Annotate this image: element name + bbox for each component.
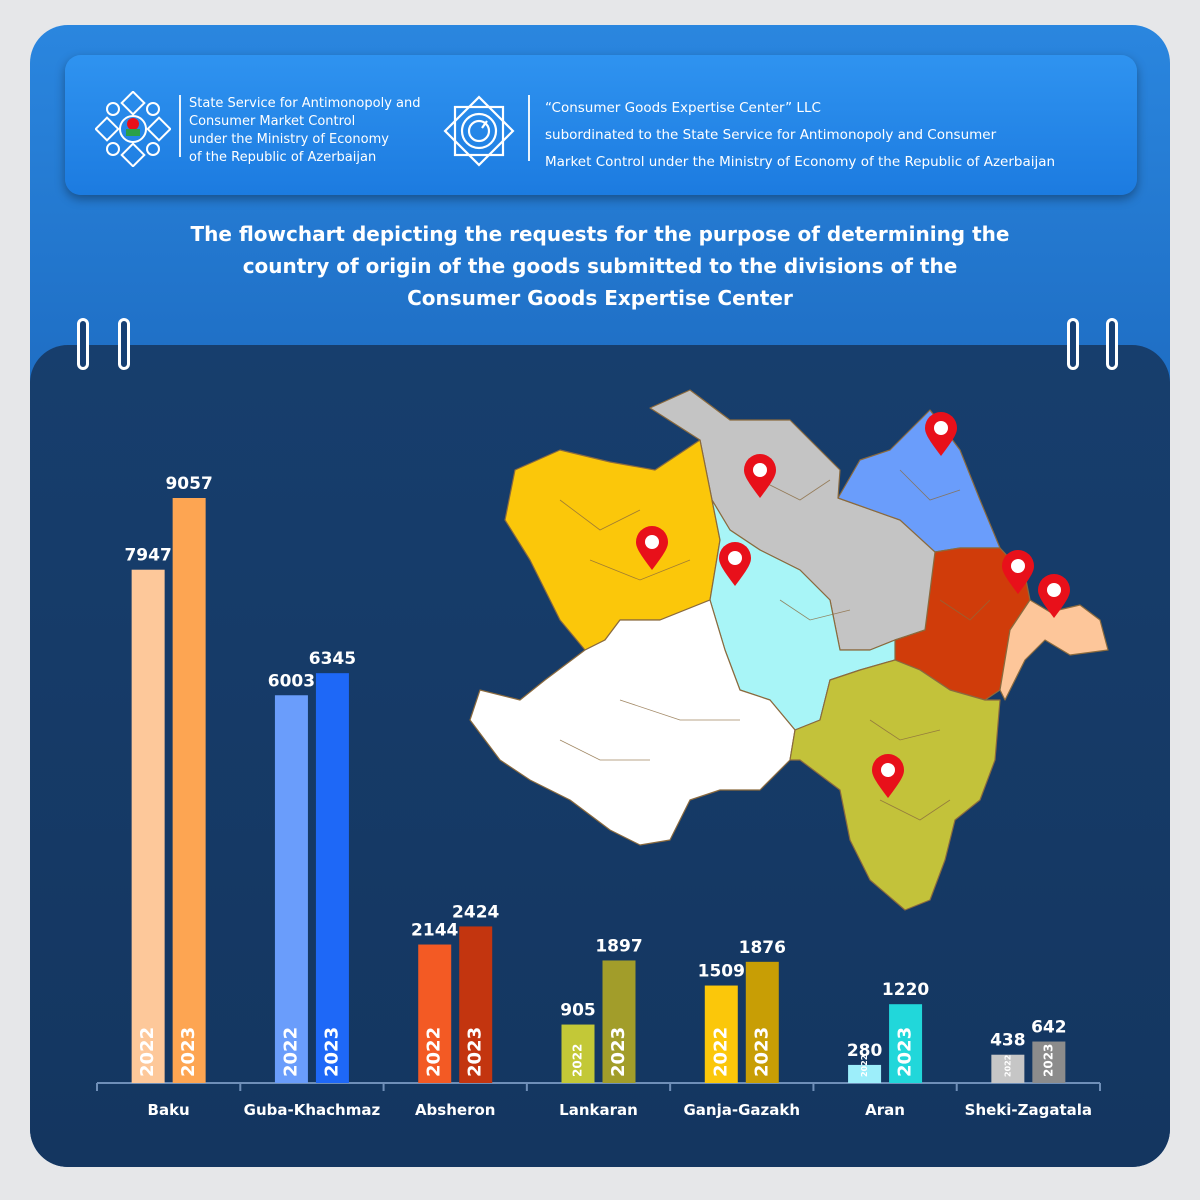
bar-series-label: 2022 bbox=[710, 1027, 731, 1077]
bar-2022 bbox=[561, 1024, 595, 1083]
header-banner: State Service for Antimonopoly and Consu… bbox=[65, 55, 1137, 195]
binder-ring-decoration bbox=[118, 318, 130, 370]
bar-value-label: 6003 bbox=[268, 671, 315, 691]
bar-series-label: 2023 bbox=[321, 1027, 342, 1077]
bar-value-label: 642 bbox=[1031, 1018, 1067, 1038]
bar-2022 bbox=[848, 1064, 882, 1083]
right-org-line: “Consumer Goods Expertise Center” LLC bbox=[545, 100, 821, 116]
binder-ring-decoration bbox=[77, 318, 89, 370]
bar-value-label: 2424 bbox=[452, 902, 499, 922]
bar-value-label: 2144 bbox=[411, 921, 458, 941]
bar-value-label: 7947 bbox=[124, 546, 171, 566]
left-org-line: under the Ministry of Economy bbox=[189, 132, 389, 147]
bar-series-label: 2023 bbox=[178, 1027, 199, 1077]
map-pin-icon bbox=[872, 754, 904, 798]
left-org-line: Consumer Market Control bbox=[189, 114, 356, 129]
bar-value-label: 905 bbox=[560, 1001, 596, 1021]
bar-value-label: 1876 bbox=[739, 938, 786, 958]
left-org-line: State Service for Antimonopoly and bbox=[189, 96, 421, 111]
divider-line bbox=[528, 95, 530, 161]
bar-2023 bbox=[745, 961, 779, 1083]
bar-value-label: 1220 bbox=[882, 980, 929, 1000]
bar-2023 bbox=[172, 498, 206, 1083]
bar-value-label: 438 bbox=[990, 1031, 1026, 1051]
title-line: The flowchart depicting the requests for… bbox=[190, 222, 1010, 246]
binder-ring-decoration bbox=[1067, 318, 1079, 370]
bar-2023 bbox=[459, 926, 493, 1083]
left-org-name: State Service for Antimonopoly and Consu… bbox=[189, 95, 420, 167]
bar-series-label: 2022 bbox=[137, 1027, 158, 1077]
bar-chart: 7947 2022 9057 2023 Baku 6003 2022 6345 2023 Guba… bbox=[96, 474, 1101, 1119]
bar-2023 bbox=[602, 960, 636, 1083]
category-label: Sheki-Zagatala bbox=[965, 1101, 1092, 1119]
page-title: The flowchart depicting the requests for… bbox=[30, 218, 1170, 314]
map-pin-icon bbox=[925, 412, 957, 456]
bar-series-label: 2023 bbox=[608, 1027, 629, 1077]
bar-value-label: 6345 bbox=[309, 649, 356, 669]
bar-value-label: 9057 bbox=[165, 474, 212, 494]
category-label: Lankaran bbox=[559, 1101, 638, 1119]
bar-value-label: 280 bbox=[847, 1041, 883, 1061]
bar-series-label: 2023 bbox=[895, 1027, 916, 1077]
infographic-card: State Service for Antimonopoly and Consu… bbox=[30, 25, 1170, 1167]
right-org-name: “Consumer Goods Expertise Center” LLC su… bbox=[545, 95, 1055, 176]
right-org-line: subordinated to the State Service for An… bbox=[545, 127, 997, 143]
map-region-guba-khachmaz bbox=[837, 409, 1001, 553]
left-org-line: of the Republic of Azerbaijan bbox=[189, 150, 377, 165]
bar-series-label: 2023 bbox=[465, 1027, 486, 1077]
category-label: Ganja-Gazakh bbox=[684, 1101, 801, 1119]
azerbaijan-region-map bbox=[469, 389, 1109, 911]
bar-series-label: 2022 bbox=[280, 1027, 301, 1077]
map-pin-icon bbox=[719, 542, 751, 586]
map-pin-icon bbox=[1002, 550, 1034, 594]
expertise-center-emblem-icon bbox=[443, 95, 515, 167]
category-label: Guba-Khachmaz bbox=[244, 1101, 381, 1119]
bar-2023 bbox=[315, 673, 349, 1083]
map-region-karabakh bbox=[469, 599, 796, 846]
bar-2023 bbox=[1032, 1041, 1066, 1083]
category-label: Aran bbox=[865, 1101, 905, 1119]
state-service-emblem-icon bbox=[95, 91, 171, 167]
title-line: Consumer Goods Expertise Center bbox=[407, 286, 793, 310]
bar-2022 bbox=[704, 985, 738, 1083]
bar-series-label: 2022 bbox=[860, 1055, 869, 1077]
bar-2023 bbox=[889, 1004, 923, 1083]
binder-ring-decoration bbox=[1106, 318, 1118, 370]
bar-value-label: 1897 bbox=[595, 936, 642, 956]
bar-series-label: 2022 bbox=[571, 1044, 585, 1077]
category-label: Baku bbox=[148, 1101, 190, 1119]
map-region-baku bbox=[999, 599, 1109, 701]
bar-series-label: 2022 bbox=[1003, 1055, 1012, 1077]
title-line: country of origin of the goods submitted… bbox=[242, 254, 958, 278]
bar-2022 bbox=[131, 569, 165, 1083]
map-pin-icon bbox=[636, 526, 668, 570]
bar-value-label: 1509 bbox=[698, 962, 745, 982]
map-pin-icon bbox=[1038, 574, 1070, 618]
category-label: Absheron bbox=[415, 1101, 496, 1119]
bar-2022 bbox=[991, 1054, 1025, 1083]
right-org-line: Market Control under the Ministry of Eco… bbox=[545, 154, 1056, 170]
bar-2022 bbox=[418, 944, 452, 1083]
map-pins bbox=[636, 412, 1070, 798]
divider-line bbox=[179, 95, 181, 157]
bar-series-label: 2022 bbox=[424, 1027, 445, 1077]
bar-2022 bbox=[274, 695, 308, 1083]
map-pin-icon bbox=[744, 454, 776, 498]
bar-series-label: 2023 bbox=[1041, 1044, 1055, 1077]
bar-series-label: 2023 bbox=[751, 1027, 772, 1077]
